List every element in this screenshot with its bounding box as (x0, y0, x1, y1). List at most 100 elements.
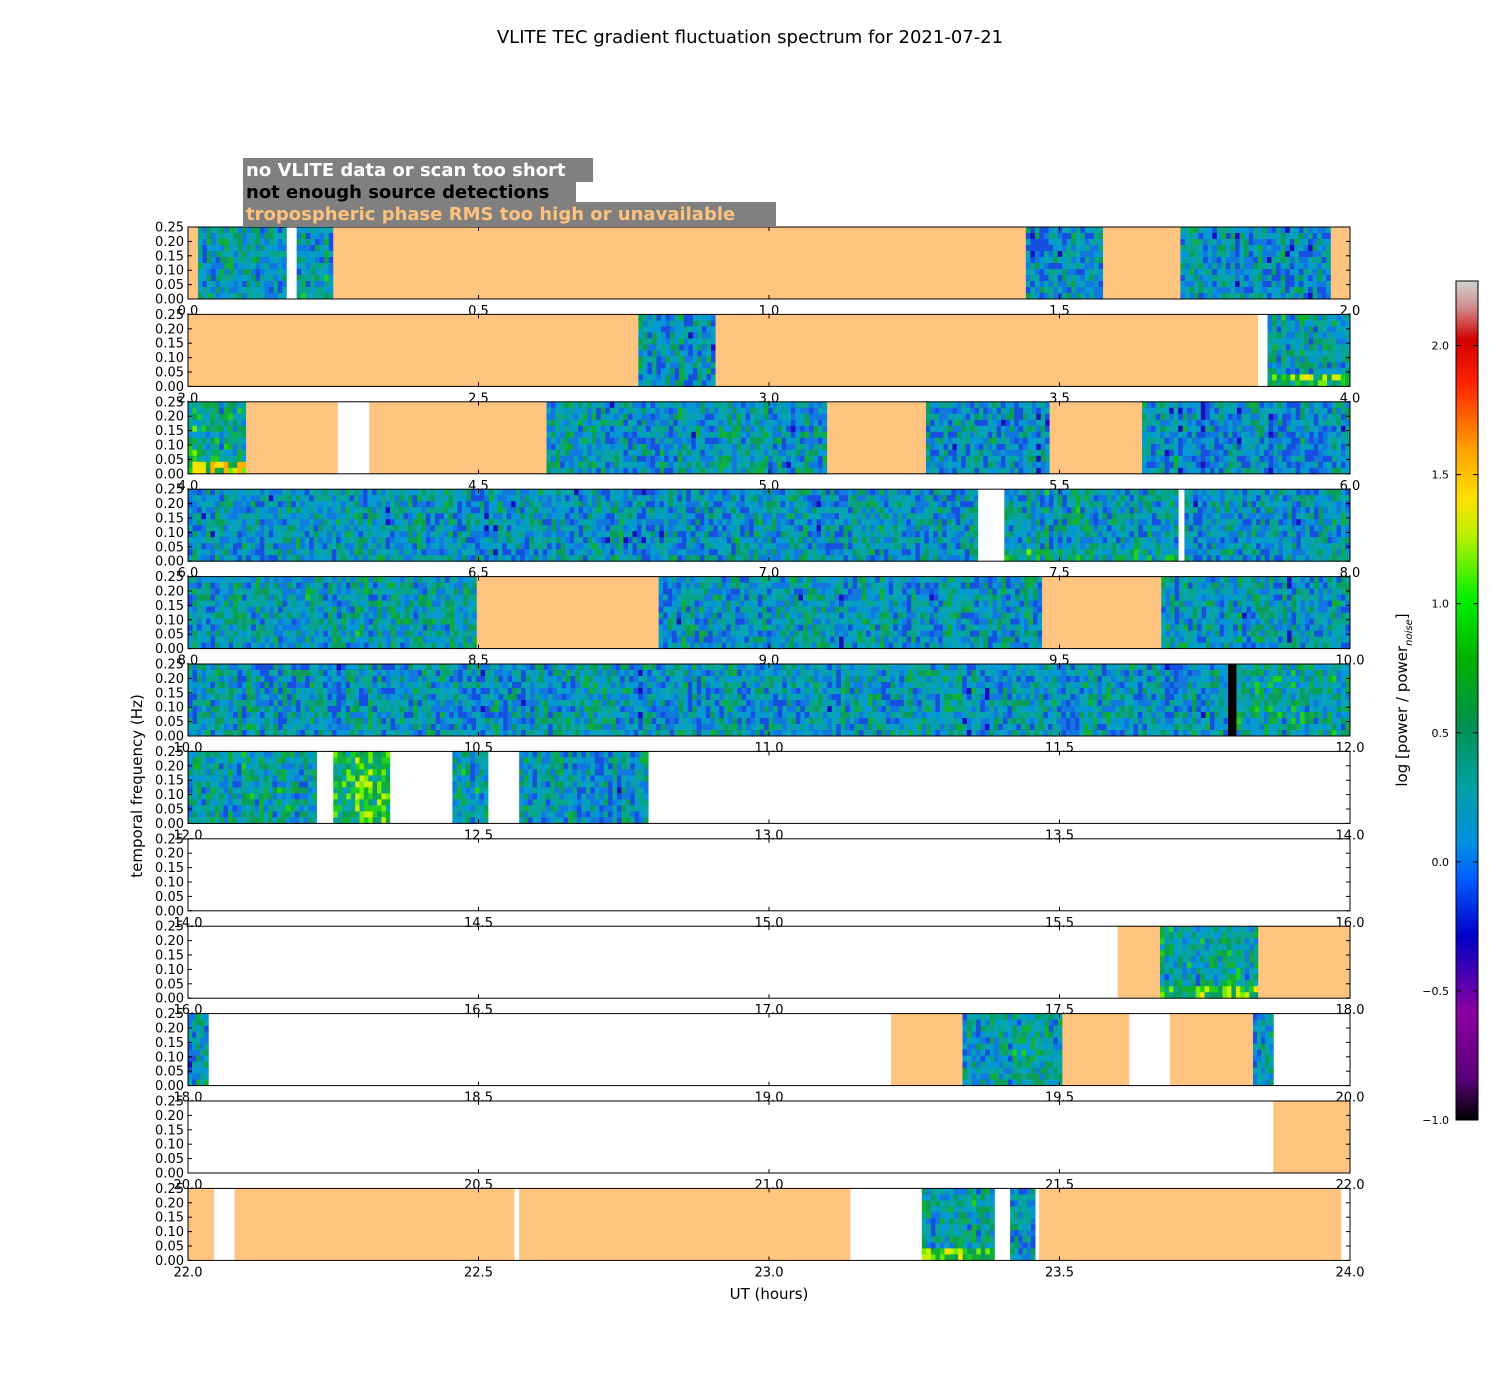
spectrum-cell (228, 239, 234, 246)
spectrum-cell (1322, 320, 1328, 327)
spectrum-cell (291, 507, 297, 514)
spectrum-cell (683, 344, 689, 351)
spectrum-cell (1053, 269, 1059, 276)
y-tick-label: 0.10 (155, 351, 184, 366)
spectrum-cell (310, 251, 316, 258)
spectrum-cell (750, 467, 756, 475)
spectrum-cell (706, 362, 712, 369)
spectrum-cell (1289, 251, 1295, 258)
spectrum-cell (668, 467, 674, 475)
spectrum-cell (1142, 461, 1147, 469)
spectrum-cell (1326, 239, 1332, 246)
spectrum-cell (493, 543, 499, 550)
spectrum-cell (1216, 263, 1222, 270)
spectrum-cell (812, 501, 817, 508)
spectrum-cell (776, 501, 782, 508)
spectrum-cell (331, 513, 337, 520)
spectrum-cell (484, 519, 490, 526)
spectrum-cell (587, 507, 593, 514)
spectrum-cell (560, 449, 565, 457)
spectrum-cell (399, 489, 404, 496)
spectrum-cell (683, 368, 689, 375)
spectrum-cell (192, 555, 198, 562)
spectrum-cell (1259, 401, 1265, 409)
spectrum-cell (1155, 467, 1161, 475)
spectrum-cell (1281, 338, 1287, 345)
spectrum-cell (1246, 407, 1251, 415)
spectrum-cell (466, 489, 472, 496)
spectrum-cell (683, 350, 689, 357)
spectrum-cell (1027, 407, 1033, 415)
spectrum-cell (246, 495, 252, 502)
spectrum-cell (645, 507, 651, 514)
spectrum-cell (668, 501, 674, 508)
spectrum-cell (618, 437, 624, 445)
spectrum-cell (1207, 227, 1213, 234)
spectrum-cell (821, 549, 826, 556)
spectrum-cell (697, 314, 703, 321)
spectrum-cell (273, 507, 279, 514)
spectrum-cell (205, 489, 211, 496)
spectrum-cell (1080, 245, 1086, 252)
spectrum-cell (699, 525, 705, 532)
spectrum-cell (1039, 257, 1045, 264)
spectrum-cell (219, 513, 225, 520)
spectrum-cell (780, 513, 786, 520)
spectrum-cell (1276, 368, 1282, 375)
spectrum-cell (201, 543, 207, 550)
spectrum-cell (749, 513, 755, 520)
spectrum-cell (731, 525, 737, 532)
spectrum-cell (686, 449, 692, 457)
spectrum-cell (682, 419, 688, 427)
spectrum-cell (412, 555, 418, 562)
spectrum-cell (286, 519, 292, 526)
spectrum-cell (1282, 461, 1288, 469)
spectrum-cell (520, 495, 526, 502)
spectrum-cell (1259, 449, 1265, 457)
spectrum-cell (656, 362, 662, 369)
spectrum-cell (661, 314, 666, 321)
spectrum-cell (1196, 413, 1202, 421)
spectrum-cell (228, 251, 234, 258)
spectrum-cell (336, 555, 342, 562)
spectrum-cell (277, 543, 283, 550)
spectrum-cell (1018, 455, 1024, 463)
spectrum-cell (1340, 401, 1346, 409)
spectrum-cell (677, 507, 683, 514)
data-segment (296, 227, 334, 300)
spectrum-cell (970, 431, 975, 439)
spectrum-cell (578, 555, 584, 562)
spectrum-cell (795, 467, 801, 475)
spectrum-cell (282, 489, 288, 496)
spectrum-cell (201, 555, 207, 562)
spectrum-cell (206, 245, 212, 252)
spectrum-cell (647, 356, 653, 363)
spectrum-cell (196, 507, 202, 514)
spectrum-cell (1273, 461, 1279, 469)
spectrum-cell (1336, 356, 1342, 363)
spectrum-cell (619, 495, 624, 502)
spectrum-cell (1299, 380, 1305, 387)
spectrum-cell (313, 543, 319, 550)
spectrum-cell (1246, 431, 1251, 439)
spectrum-cell (1053, 245, 1059, 252)
spectrum-cell (623, 549, 629, 556)
spectrum-cell (943, 419, 949, 427)
spectrum-cell (1308, 368, 1314, 375)
spectrum-cell (201, 413, 207, 421)
spectrum-cell (502, 543, 508, 550)
spectrum-cell (659, 437, 665, 445)
spectrum-cell (282, 245, 288, 252)
spectrum-cell (646, 443, 651, 451)
spectrum-cell (970, 449, 975, 457)
spectrum-cell (403, 489, 409, 496)
spectrum-cell (656, 338, 662, 345)
spectrum-cell (425, 501, 431, 508)
spectrum-cell (1241, 437, 1247, 445)
spectrum-cell (219, 455, 225, 463)
spectrum-cell (704, 513, 710, 520)
spectrum-cell (578, 431, 584, 439)
spectrum-cell (452, 531, 458, 538)
spectrum-cell (556, 489, 562, 496)
spectrum-cell (1312, 275, 1318, 282)
